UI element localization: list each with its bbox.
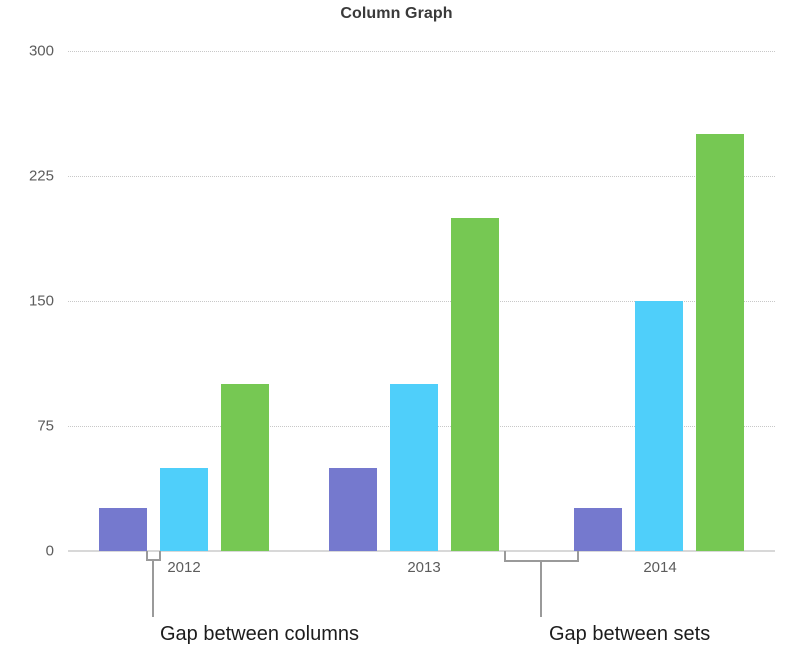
bar-2014-series-1[interactable] [574, 507, 622, 551]
bar-2014-series-2[interactable] [635, 301, 683, 551]
x-label-2014: 2014 [643, 559, 677, 576]
chart-title: Column Graph [340, 5, 453, 22]
y-axis-tick-labels: 300 225 150 75 0 [0, 42, 54, 560]
bar-2012-series-2[interactable] [160, 467, 208, 551]
gridline-300 [68, 51, 775, 52]
gap-between-sets-leader-line [540, 561, 542, 617]
bars-container [68, 45, 775, 551]
gridline-150 [68, 301, 775, 302]
x-label-2013: 2013 [407, 559, 441, 576]
bar-2013-series-1[interactable] [329, 467, 377, 551]
gap-between-columns-label: Gap between columns [160, 623, 360, 645]
bar-2014-series-3[interactable] [696, 134, 744, 551]
x-label-2012: 2012 [167, 559, 201, 576]
y-tick-300: 300 [28, 42, 54, 60]
x-axis-line [68, 550, 775, 552]
y-tick-75: 75 [37, 417, 54, 435]
y-tick-225: 225 [28, 167, 54, 185]
gridline-225 [68, 176, 775, 177]
gap-between-sets-label: Gap between sets [549, 623, 711, 645]
bar-2012-series-1[interactable] [99, 507, 147, 551]
plot-area [68, 45, 775, 557]
bar-2013-series-2[interactable] [390, 384, 438, 551]
bar-2013-series-3[interactable] [451, 217, 499, 551]
gap-between-columns-leader-line [152, 560, 154, 617]
bar-2012-series-3[interactable] [221, 384, 269, 551]
y-tick-0: 0 [45, 542, 54, 560]
y-tick-150: 150 [28, 292, 54, 310]
